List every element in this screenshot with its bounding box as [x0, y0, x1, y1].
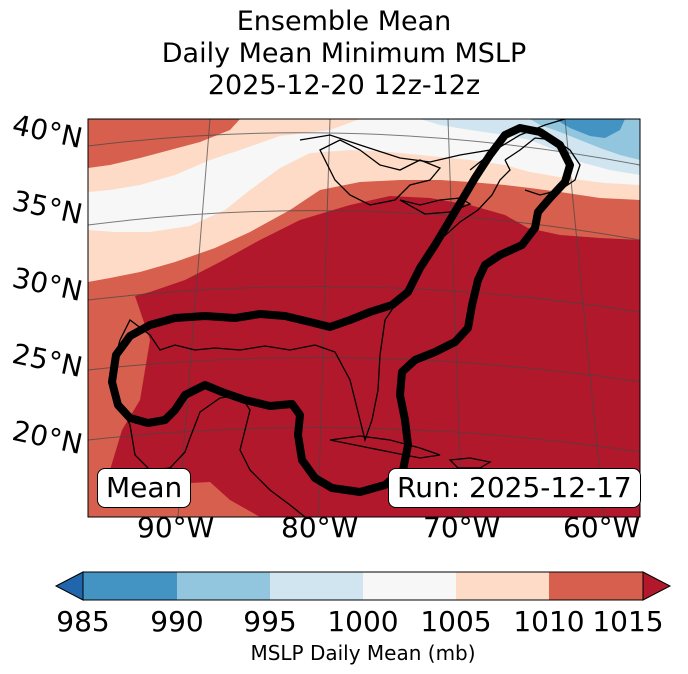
meridian-70w [447, 119, 463, 517]
colorbar-tick-990: 990 [150, 605, 204, 638]
band-985 [555, 119, 625, 138]
band-1010-west [88, 296, 150, 470]
graticule [88, 119, 640, 517]
map-area [88, 119, 640, 517]
colorbar-tick-1015: 1015 [592, 605, 664, 638]
colorbar-frame [82, 571, 644, 601]
lon-label-60w: 60°W [563, 511, 641, 544]
ensemble-contour [108, 124, 574, 496]
border-us-canada [299, 134, 491, 163]
band-1010-northwest [88, 119, 240, 168]
colorbar-tick-1000: 1000 [327, 605, 399, 638]
colorbar-seg-990-995 [177, 572, 270, 600]
colorbar-label: MSLP Daily Mean (mb) [250, 641, 476, 665]
coastline-hispaniola [448, 457, 492, 469]
colorbar-tick-985: 985 [56, 605, 110, 638]
map-frame [87, 118, 641, 518]
colorbar-extend-high [642, 571, 672, 601]
lon-label-90w: 90°W [137, 511, 215, 544]
colorbar-seg-1010-1015 [549, 572, 643, 600]
colorbar-tick-1005: 1005 [420, 605, 492, 638]
chart-title-line1: Ensemble Mean [236, 6, 452, 37]
meridian-80w [317, 119, 331, 517]
lon-label-70w: 70°W [423, 511, 501, 544]
chart-title-line3: 2025-12-20 12z-12z [207, 70, 481, 101]
colorbar-tick-1010: 1010 [513, 605, 585, 638]
lon-label-80w: 80°W [281, 511, 359, 544]
colorbar-seg-1005-1010 [456, 572, 549, 600]
coastline-gulf [119, 159, 511, 443]
colorbar-tick-995: 995 [243, 605, 297, 638]
colorbar-seg-1000-1005 [363, 572, 456, 600]
parallel-30n [88, 286, 640, 313]
mean-label: Mean [97, 468, 192, 508]
parallel-25n [88, 357, 640, 383]
run-label: Run: 2025-12-17 [388, 468, 641, 508]
coastline-great-lakes [319, 139, 442, 206]
colorbar-seg-985-990 [83, 572, 177, 600]
colorbar-extend-low [54, 571, 84, 601]
colorbar-seg-995-1000 [270, 572, 363, 600]
parallel-35n [88, 210, 640, 241]
coastline-central-america [239, 449, 306, 517]
coastline-cuba [329, 435, 441, 459]
chart-title-line2: Daily Mean Minimum MSLP [161, 38, 527, 69]
meridian-60w [564, 119, 605, 517]
